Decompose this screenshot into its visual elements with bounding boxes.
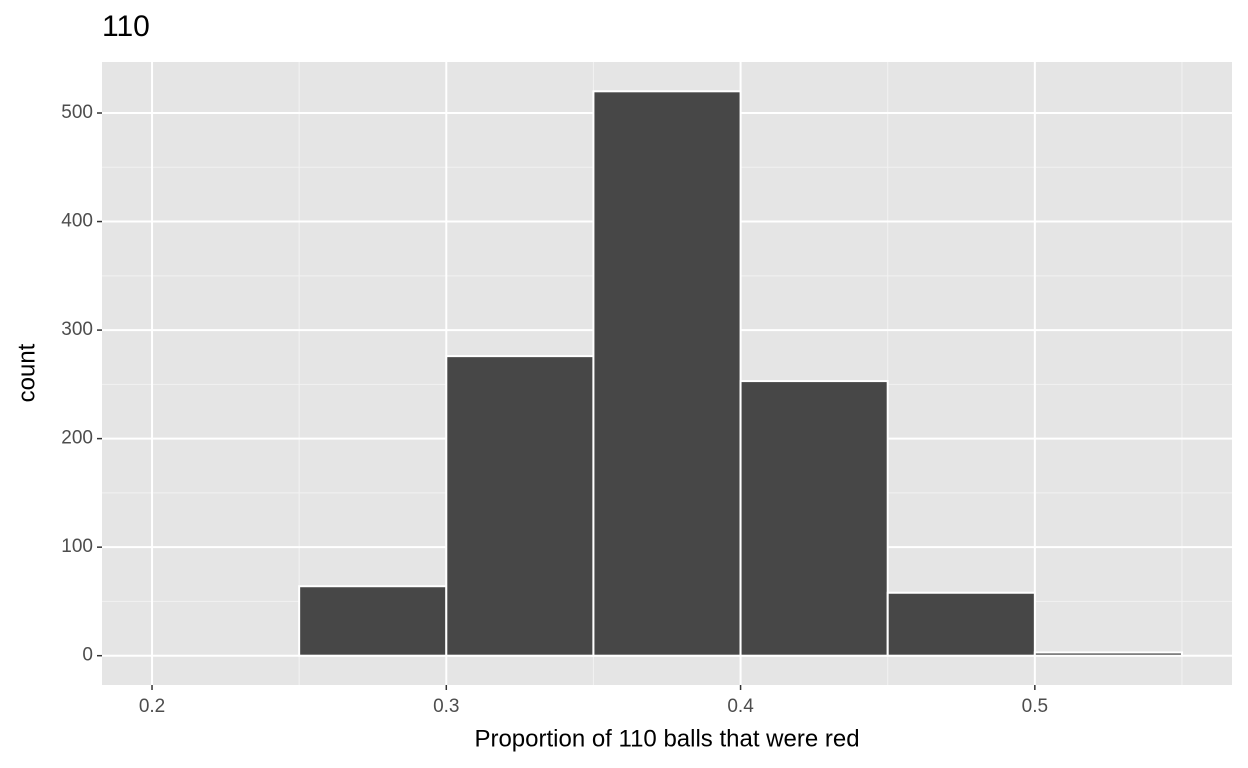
x-tick-label: 0.3	[433, 696, 459, 717]
y-tick-label: 0	[82, 645, 93, 666]
bar	[592, 90, 742, 657]
bar	[445, 355, 595, 657]
bar	[298, 585, 448, 657]
x-tick-label: 0.2	[139, 696, 165, 717]
y-tick-label: 400	[61, 211, 93, 232]
x-axis-title: Proportion of 110 balls that were red	[474, 725, 859, 752]
x-tick-label: 0.5	[1022, 696, 1048, 717]
y-tick-label: 300	[61, 319, 93, 340]
y-tick-label: 200	[61, 428, 93, 449]
y-tick-label: 500	[61, 102, 93, 123]
bar	[739, 380, 889, 657]
bar	[1033, 651, 1183, 657]
x-tick-label: 0.4	[727, 696, 754, 717]
bar	[886, 591, 1036, 657]
chart-title: 110	[102, 10, 150, 43]
y-axis-title: count	[13, 343, 40, 402]
y-tick-label: 100	[61, 536, 93, 557]
